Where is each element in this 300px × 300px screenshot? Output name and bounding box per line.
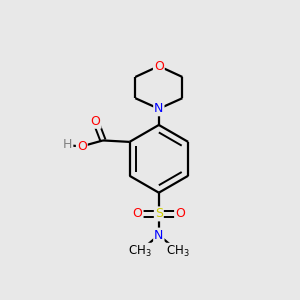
Text: CH$_3$: CH$_3$: [166, 244, 190, 259]
Text: H: H: [63, 138, 72, 151]
Text: N: N: [154, 229, 164, 242]
Text: O: O: [77, 140, 87, 153]
Text: O: O: [154, 60, 164, 73]
Text: O: O: [91, 115, 100, 128]
Text: O: O: [175, 207, 185, 220]
Text: S: S: [155, 207, 163, 220]
Text: N: N: [154, 102, 164, 115]
Text: O: O: [133, 207, 142, 220]
Text: CH$_3$: CH$_3$: [128, 244, 152, 259]
